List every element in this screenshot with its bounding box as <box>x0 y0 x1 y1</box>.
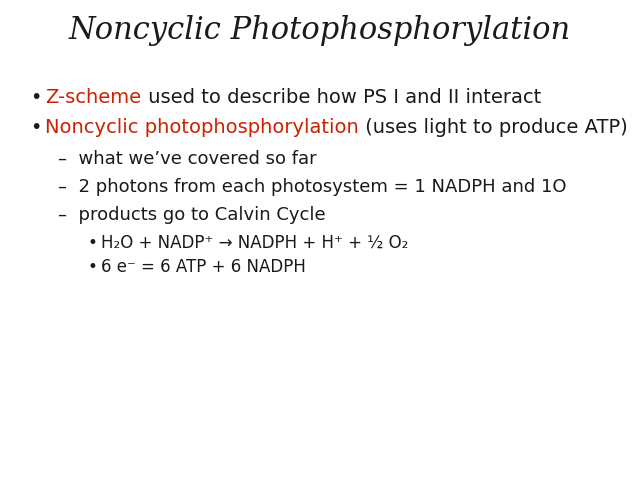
Text: •: • <box>88 234 98 252</box>
Text: Z-scheme: Z-scheme <box>45 88 141 107</box>
Text: used to describe how PS I and II interact: used to describe how PS I and II interac… <box>141 88 541 107</box>
Text: •: • <box>88 258 98 276</box>
Text: –  2 photons from each photosystem = 1 NADPH and 1O: – 2 photons from each photosystem = 1 NA… <box>58 178 566 196</box>
Text: •: • <box>30 88 42 107</box>
Text: Noncyclic photophosphorylation: Noncyclic photophosphorylation <box>45 118 359 137</box>
Text: (uses light to produce ATP): (uses light to produce ATP) <box>359 118 628 137</box>
Text: –  what we’ve covered so far: – what we’ve covered so far <box>58 150 317 168</box>
Text: Noncyclic Photophosphorylation: Noncyclic Photophosphorylation <box>69 15 571 46</box>
Text: –  products go to Calvin Cycle: – products go to Calvin Cycle <box>58 206 326 224</box>
Text: H₂O + NADP⁺ → NADPH + H⁺ + ½ O₂: H₂O + NADP⁺ → NADPH + H⁺ + ½ O₂ <box>101 234 408 252</box>
Text: 6 e⁻ = 6 ATP + 6 NADPH: 6 e⁻ = 6 ATP + 6 NADPH <box>101 258 306 276</box>
Text: •: • <box>30 118 42 137</box>
